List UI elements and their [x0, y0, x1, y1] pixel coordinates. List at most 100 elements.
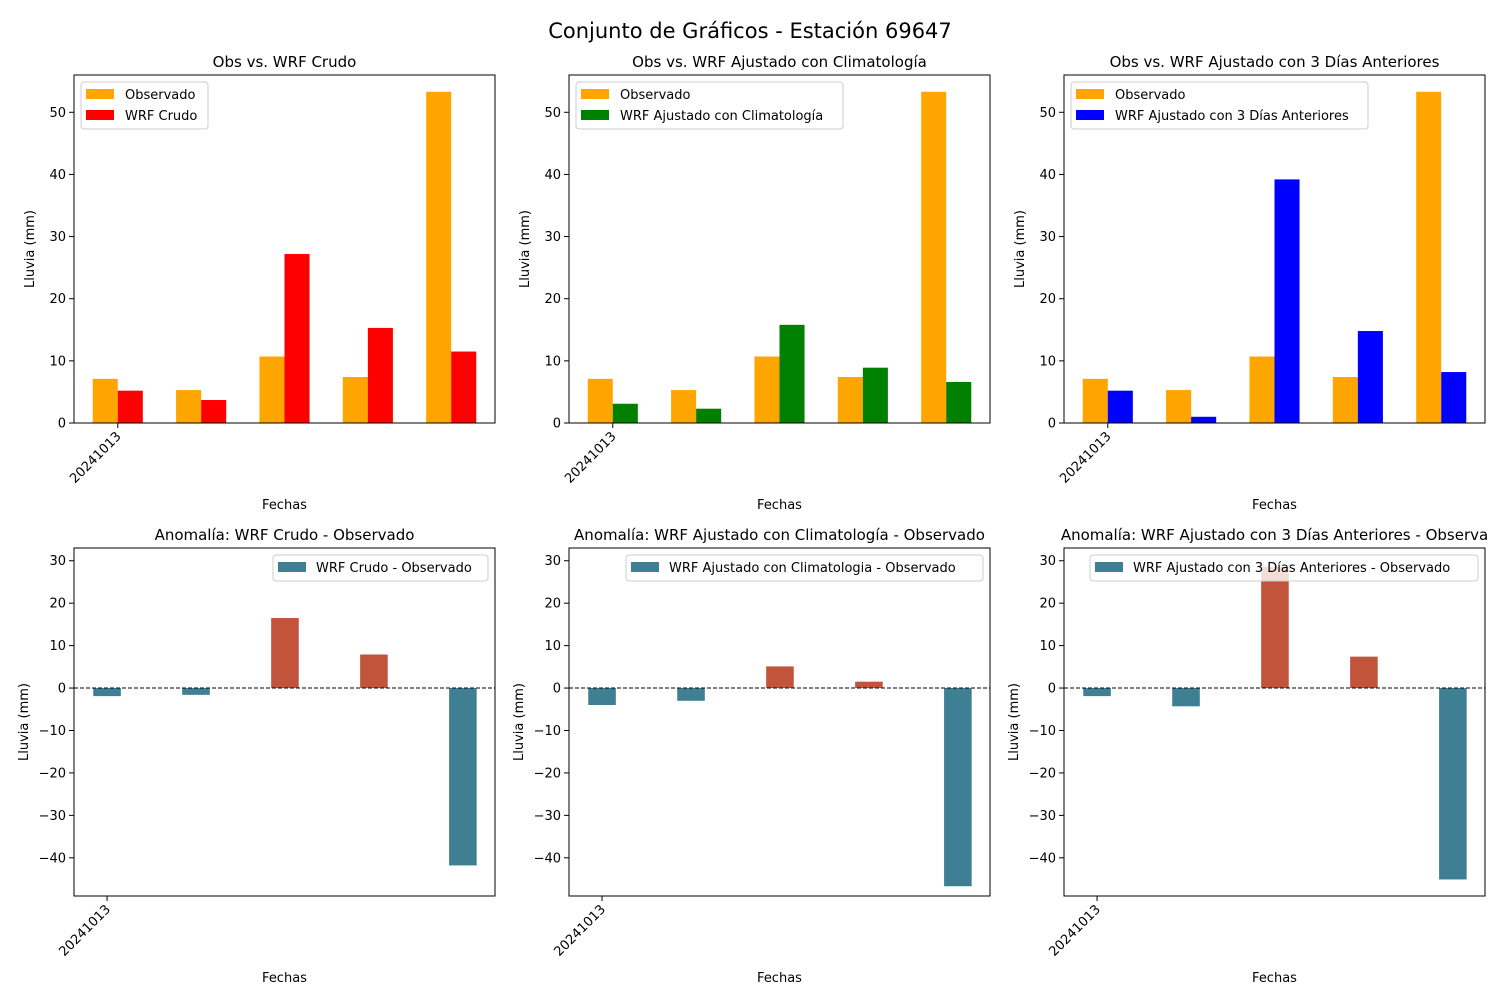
chart-panel-2: Obs vs. WRF Ajustado con Climatología 0 10…: [518, 53, 991, 513]
anomaly-bar: [449, 688, 477, 866]
bar-modelo: [1274, 179, 1300, 423]
bar-observado: [342, 377, 368, 423]
legend: Observado WRF Crudo: [80, 81, 209, 130]
anomaly-bar: [93, 688, 121, 697]
legend-label: Observado: [1115, 88, 1186, 103]
bar-modelo: [201, 400, 227, 423]
y-tick-label: 30: [49, 230, 66, 245]
axes-frame: [1063, 74, 1486, 424]
y-tick-label: −20: [39, 766, 66, 781]
anomaly-bar: [1261, 567, 1289, 689]
bar-observado: [754, 356, 780, 423]
bar-modelo: [1357, 331, 1383, 423]
legend-label: Observado: [620, 88, 691, 103]
axes-frame: [73, 547, 496, 897]
y-tick-label: 10: [544, 354, 561, 369]
y-axis-label: Lluvia (mm): [1013, 210, 1028, 288]
bar-observado: [1082, 378, 1108, 423]
y-tick-label: 50: [1039, 106, 1056, 121]
panel-title: Anomalía: WRF Ajustado con Climatología …: [574, 526, 985, 544]
legend-label: Observado: [125, 88, 196, 103]
bar-modelo: [284, 253, 310, 423]
legend-swatch: [1095, 562, 1123, 572]
y-tick-label: 10: [1039, 354, 1056, 369]
bar-observado: [259, 356, 285, 423]
legend-box: [272, 554, 489, 582]
y-tick-label: 30: [49, 554, 66, 569]
bar-observado: [921, 91, 947, 424]
anomaly-bar: [1172, 688, 1200, 707]
bar-modelo: [1191, 416, 1217, 423]
anomaly-bar: [271, 618, 299, 689]
bar-observado: [837, 377, 863, 423]
y-tick-label: 20: [544, 597, 561, 612]
y-tick-label: 40: [49, 168, 66, 183]
bar-modelo: [367, 327, 393, 423]
y-tick-label: 50: [544, 106, 561, 121]
y-tick-label: −10: [1029, 724, 1056, 739]
anomaly-bar: [360, 654, 388, 689]
y-tick-label: 20: [544, 292, 561, 307]
legend: WRF Ajustado con Climatologia - Observad…: [625, 554, 984, 582]
y-tick-label: −30: [534, 809, 561, 824]
x-axis-label: Fechas: [757, 971, 802, 986]
bar-observado: [1249, 356, 1275, 423]
legend: Observado WRF Ajustado con 3 Días Anterio…: [1070, 81, 1369, 130]
bar-modelo: [946, 381, 972, 423]
bar-observado: [1332, 377, 1358, 423]
bar-observado: [671, 390, 697, 423]
bar-modelo: [862, 367, 888, 423]
y-tick-label: 40: [544, 168, 561, 183]
y-tick-label: 10: [1039, 639, 1056, 654]
bar-modelo: [696, 408, 722, 423]
y-tick-label: 20: [49, 597, 66, 612]
anomaly-bar: [766, 666, 794, 689]
legend: WRF Crudo - Observado: [272, 554, 489, 582]
y-axis-label: Lluvia (mm): [518, 210, 533, 288]
bar-modelo: [1107, 390, 1133, 423]
y-tick-label: 30: [1039, 554, 1056, 569]
y-tick-label: −30: [39, 809, 66, 824]
panel-title: Obs vs. WRF Ajustado con 3 Días Anterior…: [1110, 53, 1440, 71]
chart-panel-3: Obs vs. WRF Ajustado con 3 Días Anterior…: [1013, 53, 1486, 513]
axes-frame: [568, 74, 991, 424]
y-tick-label: 0: [1048, 682, 1056, 697]
bar-observado: [426, 91, 452, 424]
chart-panel-5: Anomalía: WRF Ajustado con Climatología …: [512, 526, 991, 986]
anomaly-bar: [677, 688, 705, 701]
y-tick-label: 0: [58, 417, 66, 432]
x-axis-label: Fechas: [1252, 971, 1297, 986]
y-tick-label: 10: [49, 354, 66, 369]
y-tick-label: 30: [544, 554, 561, 569]
bar-observado: [1166, 390, 1192, 423]
legend-box: [575, 81, 844, 130]
legend-swatch: [86, 89, 114, 99]
bar-observado: [1416, 91, 1442, 424]
y-axis-label: Lluvia (mm): [23, 210, 38, 288]
y-tick-label: −20: [534, 766, 561, 781]
legend: WRF Ajustado con 3 Días Anteriores - Obs…: [1089, 554, 1479, 582]
legend-swatch: [581, 89, 609, 99]
bar-modelo: [612, 403, 638, 423]
y-tick-label: −10: [39, 724, 66, 739]
y-tick-label: 0: [553, 682, 561, 697]
legend-box: [1070, 81, 1369, 130]
anomaly-bar: [944, 688, 972, 887]
y-tick-label: −10: [534, 724, 561, 739]
x-axis-label: Fechas: [262, 498, 307, 513]
y-tick-label: −40: [39, 851, 66, 866]
panel-title: Anomalía: WRF Ajustado con 3 Días Anteri…: [1061, 526, 1488, 544]
legend-swatch: [86, 110, 114, 120]
legend-label: WRF Ajustado con Climatologia - Observad…: [669, 561, 956, 576]
anomaly-bar: [1350, 656, 1378, 689]
y-tick-label: 0: [1048, 417, 1056, 432]
y-tick-label: 20: [1039, 292, 1056, 307]
anomaly-bar: [1083, 688, 1111, 697]
chart-panel-1: Obs vs. WRF Crudo 0 10 20 30 40 50 Lluvia (mm) F…: [23, 53, 496, 513]
bar-modelo: [1441, 372, 1467, 423]
panel-title: Anomalía: WRF Crudo - Observado: [155, 526, 415, 544]
y-axis-label: Lluvia (mm): [512, 683, 527, 761]
legend-box: [1089, 554, 1479, 582]
